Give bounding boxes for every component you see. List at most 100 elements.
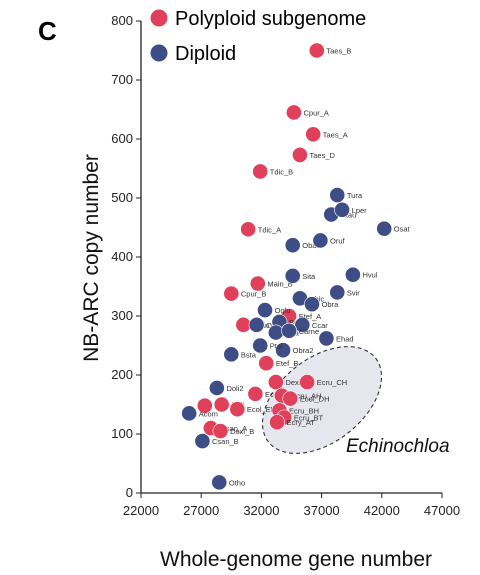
point-polyploid <box>269 414 285 431</box>
x-tick-label: 47000 <box>424 503 460 518</box>
point-label: Ecol_EH <box>247 405 276 414</box>
point-polyploid <box>292 147 308 163</box>
point-diploid <box>248 316 265 333</box>
point-polyploid <box>305 126 322 143</box>
y-tick-label: 0 <box>126 485 133 500</box>
point-label: Doli2 <box>226 384 243 393</box>
point-label: Obar <box>302 241 319 250</box>
point-label: Ccar <box>312 321 328 330</box>
point-diploid <box>281 322 297 339</box>
x-tick-label: 27000 <box>183 503 219 518</box>
point-label: Osat <box>394 225 411 234</box>
y-tick-label: 100 <box>111 426 133 441</box>
point-diploid <box>294 316 311 333</box>
point-label: Ptal <box>270 342 283 351</box>
y-tick-label: 600 <box>111 131 133 146</box>
point-diploid <box>334 201 350 218</box>
point-polyploid <box>258 355 275 372</box>
point-diploid <box>318 330 335 347</box>
point-label: Ecru_CH <box>317 378 347 387</box>
point-diploid <box>304 296 320 313</box>
legend-marker <box>150 9 168 27</box>
point-diploid <box>208 380 225 396</box>
legend-label: Diploid <box>175 43 236 65</box>
point-diploid <box>267 324 284 341</box>
point-diploid <box>329 187 346 203</box>
point-polyploid <box>196 397 213 414</box>
y-tick-label: 300 <box>111 308 133 323</box>
point-diploid <box>345 266 361 283</box>
point-polyploid <box>213 396 230 413</box>
point-label: Dexi_B <box>230 427 254 436</box>
point-label: Svir <box>347 288 360 297</box>
point-label: Ehad <box>336 334 354 343</box>
y-tick-label: 700 <box>111 72 133 87</box>
point-label: Tdic_B <box>270 167 293 176</box>
point-polyploid <box>212 423 229 439</box>
point-label: Ecry_AT <box>287 418 316 427</box>
point-polyploid <box>267 374 284 390</box>
point-label: Taes_A <box>323 130 348 139</box>
point-label: Lper <box>352 206 368 215</box>
x-tick-label: 37000 <box>304 503 340 518</box>
x-tick-label: 42000 <box>364 503 400 518</box>
point-label: Ecru_AH <box>291 392 321 401</box>
point-polyploid <box>249 275 266 292</box>
point-label: Etef_B <box>276 359 299 368</box>
point-label: Cpur_B <box>241 290 266 299</box>
point-label: Csan_A <box>220 424 247 433</box>
point-polyploid <box>299 374 316 390</box>
legend-marker <box>150 44 168 62</box>
point-diploid <box>252 337 269 354</box>
point-diploid <box>376 220 393 237</box>
panel-label: C <box>38 16 57 46</box>
point-label: Main_A <box>253 321 278 330</box>
y-tick-label: 500 <box>111 190 133 205</box>
point-diploid <box>181 405 198 422</box>
point-diploid <box>194 433 211 449</box>
point-label: Bsta <box>241 350 257 359</box>
y-tick-label: 800 <box>111 13 133 28</box>
point-polyploid <box>308 42 325 59</box>
point-polyploid <box>286 104 302 121</box>
point-label: Main_B <box>267 280 292 289</box>
point-label: Cpur_A <box>304 108 329 117</box>
point-label: Obra2 <box>293 346 314 355</box>
x-tick-label: 32000 <box>243 503 279 518</box>
y-tick-label: 400 <box>111 249 133 264</box>
point-label: Atau <box>341 211 356 220</box>
data-points: Taes_B Cpur_A Taes_A Taes_D Tdic_B Tdic_A Cpur… <box>181 42 411 491</box>
point-label: Ecru_BH <box>289 406 319 415</box>
point-label: Tdic_A <box>258 225 281 234</box>
point-diploid <box>223 346 240 363</box>
point-label: Ecru_BT <box>294 413 324 422</box>
point-polyploid <box>247 385 264 402</box>
point-label: Acom <box>199 409 218 418</box>
point-label: Otho <box>229 478 245 487</box>
point-label: Carne <box>299 327 319 336</box>
point-diploid <box>329 284 346 301</box>
echinochloa-ellipse <box>261 346 383 454</box>
point-diploid <box>275 342 291 359</box>
point-label: Ecol_DH <box>300 395 330 404</box>
y-axis-label: NB-ARC copy number <box>80 154 103 362</box>
x-tick-label: 22000 <box>123 503 159 518</box>
legend-label: Polyploid subgenome <box>175 8 366 30</box>
echinochloa-region <box>261 346 383 454</box>
point-polyploid <box>240 221 257 238</box>
point-label: Taes_B <box>326 47 351 56</box>
legend: Polyploid subgenome Diploid <box>150 8 366 65</box>
point-label: Tura <box>347 191 363 200</box>
point-diploid <box>284 267 301 284</box>
point-label: Csan_B <box>212 437 239 446</box>
point-diploid <box>284 237 301 254</box>
point-label: Hvul <box>363 271 378 280</box>
point-label: Oglu <box>275 306 291 315</box>
point-polyploid <box>252 163 269 180</box>
point-diploid <box>312 232 329 249</box>
point-label: Dexi_A <box>285 378 309 387</box>
point-polyploid <box>235 316 252 333</box>
point-polyploid <box>223 285 240 302</box>
x-axis-label: Whole-genome gene number <box>160 548 432 571</box>
